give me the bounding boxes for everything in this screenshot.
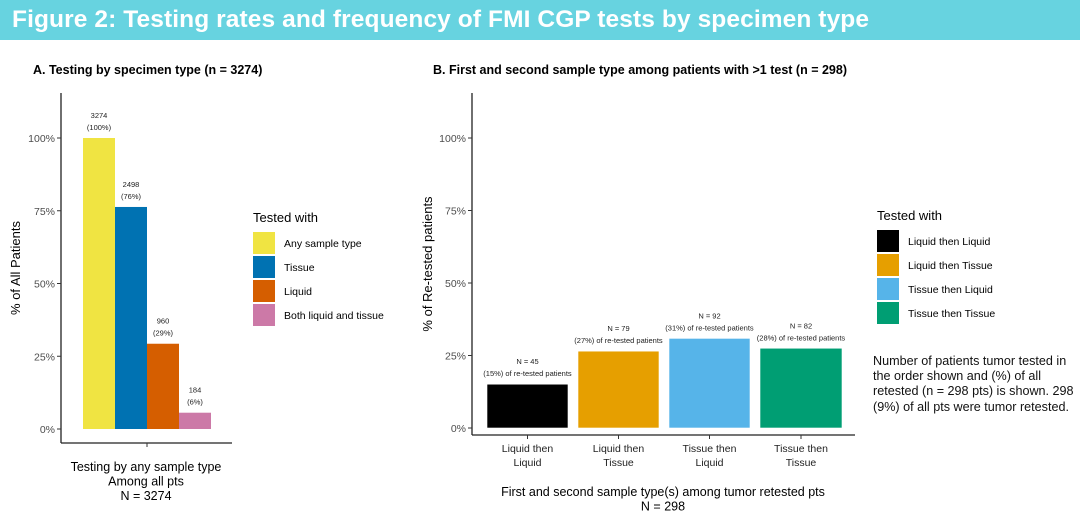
y-tick-label: 75% — [34, 206, 55, 218]
x-tick-label: Tissue — [786, 457, 817, 469]
panel-title: B. First and second sample type among pa… — [433, 63, 847, 77]
legend-key — [877, 302, 899, 324]
y-tick-label: 100% — [28, 133, 55, 145]
panel-title: A. Testing by specimen type (n = 3274) — [33, 63, 262, 77]
legend-label: Liquid then Tissue — [908, 260, 993, 272]
bar-count-label: 960 — [157, 317, 170, 326]
x-tick-label: Liquid — [513, 457, 541, 469]
legend-key — [253, 280, 275, 302]
legend-label: Any sample type — [284, 238, 362, 250]
legend-key — [253, 304, 275, 326]
bar-percent-label: (76%) — [121, 192, 142, 201]
bar-percent-label: (27%) of re-tested patients — [574, 336, 663, 345]
bar-count-label: 2498 — [123, 180, 140, 189]
y-axis-title: % of Re-tested patients — [420, 196, 435, 332]
legend-label: Liquid — [284, 286, 312, 298]
x-tick-label: Liquid then — [502, 443, 554, 455]
legend-key — [877, 254, 899, 276]
legend-label: Tissue then Tissue — [908, 308, 995, 320]
bar-percent-label: (28%) of re-tested patients — [757, 333, 846, 342]
legend-label: Tissue — [284, 262, 315, 274]
figure-title: Figure 2: Testing rates and frequency of… — [12, 6, 870, 33]
bar-percent-label: (6%) — [187, 398, 203, 407]
bar-count-label: N = 82 — [790, 321, 812, 330]
bar-liquid-then-tissue — [577, 350, 660, 429]
legend-key — [877, 278, 899, 300]
bar-both-liquid-and-tissue — [179, 412, 211, 429]
bar-count-label: N = 79 — [607, 324, 629, 333]
bar-liquid — [147, 343, 179, 429]
x-tick-label: Liquid — [695, 457, 723, 469]
y-tick-label: 25% — [445, 351, 466, 363]
bar-liquid-then-liquid — [486, 383, 569, 429]
bar-count-label: N = 45 — [516, 357, 538, 366]
y-tick-label: 50% — [445, 278, 466, 290]
bar-percent-label: (29%) — [153, 329, 174, 338]
x-axis-title: First and second sample type(s) among tu… — [501, 485, 825, 499]
bar-count-label: N = 92 — [698, 311, 720, 320]
legend-label: Both liquid and tissue — [284, 310, 384, 322]
x-tick-label: Tissue — [603, 457, 634, 469]
bar-percent-label: (31%) of re-tested patients — [665, 323, 754, 332]
y-tick-label: 0% — [451, 423, 466, 435]
legend-label: Tissue then Liquid — [908, 284, 993, 296]
x-axis-title: N = 3274 — [120, 489, 171, 503]
legend-title: Tested with — [877, 208, 942, 223]
y-tick-label: 50% — [34, 279, 55, 291]
legend-key — [877, 230, 899, 252]
x-axis-title: Testing by any sample type — [71, 460, 222, 474]
x-tick-label: Tissue then — [683, 443, 737, 455]
legend-title: Tested with — [253, 210, 318, 225]
x-axis-title: Among all pts — [108, 475, 184, 489]
bar-tissue — [115, 206, 147, 429]
y-tick-label: 100% — [439, 133, 466, 145]
x-axis-title: N = 298 — [641, 500, 685, 514]
bar-percent-label: (100%) — [87, 123, 112, 132]
bar-tissue-then-liquid — [668, 338, 751, 429]
x-tick-label: Liquid then — [593, 443, 645, 455]
x-tick-label: Tissue then — [774, 443, 828, 455]
figure-title-banner: Figure 2: Testing rates and frequency of… — [0, 0, 1080, 40]
bar-percent-label: (15%) of re-tested patients — [483, 369, 572, 378]
bar-any-sample-type — [83, 138, 115, 429]
bar-count-label: 184 — [189, 386, 202, 395]
y-tick-label: 75% — [445, 206, 466, 218]
chart-note: Number of patients tumor tested in the o… — [873, 354, 1074, 414]
bar-count-label: 3274 — [91, 111, 108, 120]
y-tick-label: 25% — [34, 351, 55, 363]
y-axis-title: % of All Patients — [8, 221, 23, 315]
legend-label: Liquid then Liquid — [908, 236, 990, 248]
legend-key — [253, 256, 275, 278]
bar-tissue-then-tissue — [759, 347, 843, 429]
legend-key — [253, 232, 275, 254]
y-tick-label: 0% — [40, 424, 55, 436]
